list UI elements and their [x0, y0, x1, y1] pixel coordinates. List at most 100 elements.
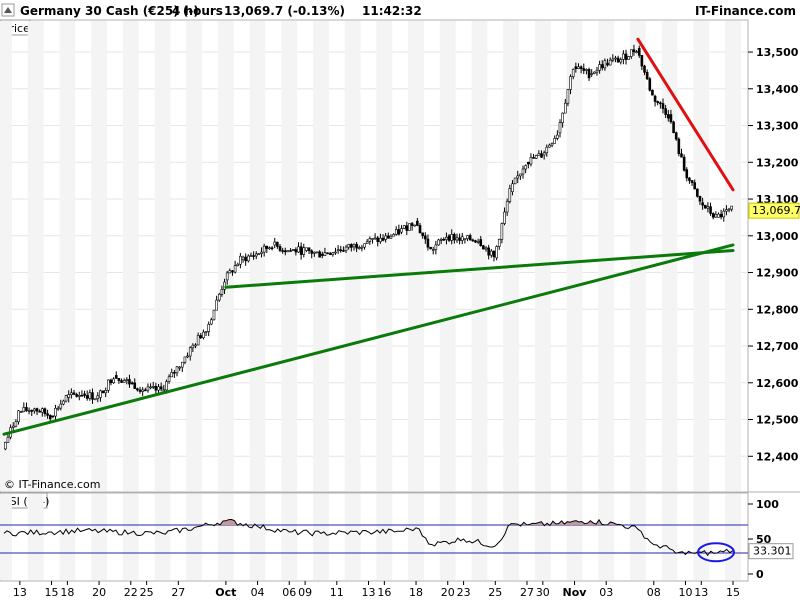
candle-body [516, 175, 520, 179]
candle-body [146, 386, 150, 391]
candle-body [286, 250, 290, 253]
candle-body [460, 236, 464, 241]
candle-body [468, 235, 472, 241]
collapse-icon[interactable] [1, 3, 15, 17]
candle-body [458, 237, 461, 241]
candle-body [154, 386, 158, 391]
candle-body [136, 388, 139, 391]
candle-body [91, 392, 94, 400]
price-y-axis: 12,400 12,500 12,600 12,700 12,800 12,900 13,0… [748, 46, 799, 463]
candle-body [421, 232, 424, 237]
candle-body [117, 378, 121, 381]
day-band [471, 21, 488, 491]
candle-body [342, 250, 345, 252]
date-tick-label: 13 [13, 586, 27, 599]
candle-body [410, 223, 414, 226]
candle-body [67, 394, 71, 398]
candle-body [505, 201, 509, 213]
candle-body [563, 102, 567, 114]
candle-body [540, 153, 543, 158]
candle-body [27, 410, 31, 412]
candle-body [659, 102, 662, 105]
candle-body [379, 237, 382, 242]
candle-body [445, 237, 448, 240]
candle-body [664, 108, 667, 115]
candle-body [191, 344, 195, 349]
rsi-tick-label: 100 [756, 498, 779, 511]
candle-body [260, 251, 263, 254]
candle-body [397, 229, 401, 235]
watermark: © IT-Finance.com [4, 478, 101, 491]
candle-body [632, 49, 636, 53]
price-tick-label: 12,900 [756, 267, 799, 280]
price-candles [4, 44, 733, 451]
candle-body [622, 53, 625, 60]
candle-body [513, 177, 517, 185]
candle-body [416, 220, 419, 226]
candle-body [394, 229, 398, 235]
candle-body [368, 238, 372, 242]
candle-body [730, 205, 733, 210]
date-tick-label: 10 [678, 586, 692, 599]
candle-body [558, 122, 562, 134]
candle-body [70, 392, 73, 396]
candle-body [46, 413, 49, 416]
candle-body [701, 202, 704, 206]
candle-body [244, 256, 247, 262]
candle-body [474, 240, 477, 243]
candle-body [553, 138, 557, 144]
day-band [439, 494, 456, 580]
candle-body [331, 252, 335, 255]
candle-body [503, 211, 506, 224]
candle-body [624, 53, 628, 60]
candle-body [363, 243, 366, 248]
candle-body [294, 249, 298, 253]
candle-body [542, 152, 546, 156]
candle-body [447, 235, 451, 241]
day-band [154, 21, 171, 491]
candle-body [640, 55, 644, 67]
day-band [376, 21, 393, 491]
candle-body [350, 244, 353, 248]
candle-body [685, 169, 689, 179]
day-band [566, 494, 583, 580]
candle-body [88, 392, 92, 399]
candle-body [423, 235, 427, 240]
candle-body [159, 386, 163, 390]
candle-body [212, 309, 216, 321]
candle-body [434, 244, 438, 250]
day-band [598, 494, 615, 580]
last-price-badge: 13,069.7 [748, 202, 800, 219]
date-tick-label: 25 [488, 586, 502, 599]
price-tick-label: 12,600 [756, 377, 799, 390]
price-tick-label: 12,800 [756, 303, 799, 316]
candle-body [598, 64, 601, 71]
candle-body [77, 394, 81, 397]
candle-body [54, 407, 57, 417]
candle-body [151, 386, 155, 388]
support-trendline [224, 248, 735, 289]
candle-body [482, 245, 485, 250]
candle-body [220, 289, 224, 295]
candle-body [490, 250, 493, 256]
candle-body [310, 250, 314, 254]
candle-body [183, 356, 187, 363]
candle-body [128, 379, 131, 385]
day-band [661, 494, 678, 580]
day-band [59, 494, 76, 580]
candle-body [11, 425, 15, 428]
date-tick-label: 18 [60, 586, 74, 599]
candle-body [611, 58, 615, 61]
candle-body [371, 238, 374, 240]
candle-body [429, 246, 432, 250]
candle-body [138, 389, 142, 392]
day-band [566, 21, 583, 491]
candle-body [637, 48, 641, 56]
date-tick-label: 15 [726, 586, 740, 599]
day-band [27, 494, 44, 580]
candle-body [231, 270, 234, 273]
candle-body [537, 153, 541, 156]
candle-body [291, 249, 295, 251]
candle-body [719, 213, 723, 218]
